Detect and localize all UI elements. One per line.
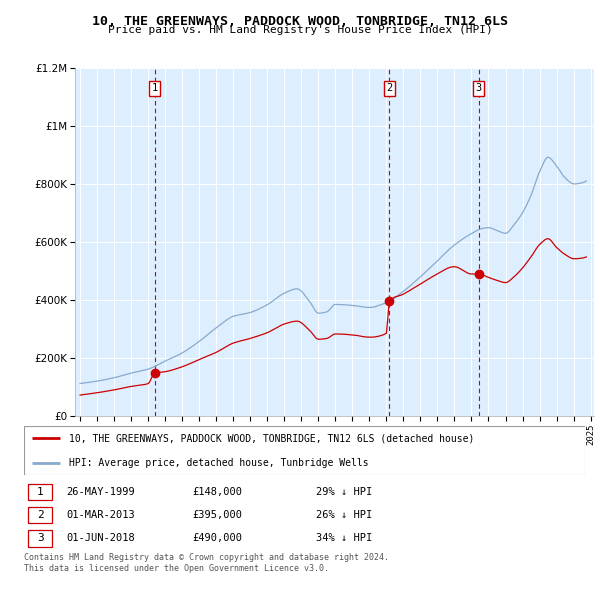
Bar bbox=[28, 530, 52, 546]
Text: HPI: Average price, detached house, Tunbridge Wells: HPI: Average price, detached house, Tunb… bbox=[69, 458, 368, 468]
Text: Price paid vs. HM Land Registry's House Price Index (HPI): Price paid vs. HM Land Registry's House … bbox=[107, 25, 493, 35]
Text: £490,000: £490,000 bbox=[192, 533, 242, 543]
Text: 01-JUN-2018: 01-JUN-2018 bbox=[66, 533, 135, 543]
Text: 26% ↓ HPI: 26% ↓ HPI bbox=[316, 510, 372, 520]
Text: 29% ↓ HPI: 29% ↓ HPI bbox=[316, 487, 372, 497]
Bar bbox=[28, 484, 52, 500]
Text: 3: 3 bbox=[476, 83, 482, 93]
Text: 01-MAR-2013: 01-MAR-2013 bbox=[66, 510, 135, 520]
Text: 10, THE GREENWAYS, PADDOCK WOOD, TONBRIDGE, TN12 6LS (detached house): 10, THE GREENWAYS, PADDOCK WOOD, TONBRID… bbox=[69, 433, 474, 443]
Text: 34% ↓ HPI: 34% ↓ HPI bbox=[316, 533, 372, 543]
Text: 1: 1 bbox=[37, 487, 44, 497]
Text: £395,000: £395,000 bbox=[192, 510, 242, 520]
Text: £148,000: £148,000 bbox=[192, 487, 242, 497]
Bar bbox=[28, 507, 52, 523]
Text: 1: 1 bbox=[152, 83, 158, 93]
Text: This data is licensed under the Open Government Licence v3.0.: This data is licensed under the Open Gov… bbox=[24, 564, 329, 573]
Text: 10, THE GREENWAYS, PADDOCK WOOD, TONBRIDGE, TN12 6LS: 10, THE GREENWAYS, PADDOCK WOOD, TONBRID… bbox=[92, 15, 508, 28]
Text: 26-MAY-1999: 26-MAY-1999 bbox=[66, 487, 135, 497]
Text: 2: 2 bbox=[386, 83, 392, 93]
Text: 2: 2 bbox=[37, 510, 44, 520]
Text: Contains HM Land Registry data © Crown copyright and database right 2024.: Contains HM Land Registry data © Crown c… bbox=[24, 553, 389, 562]
Text: 3: 3 bbox=[37, 533, 44, 543]
